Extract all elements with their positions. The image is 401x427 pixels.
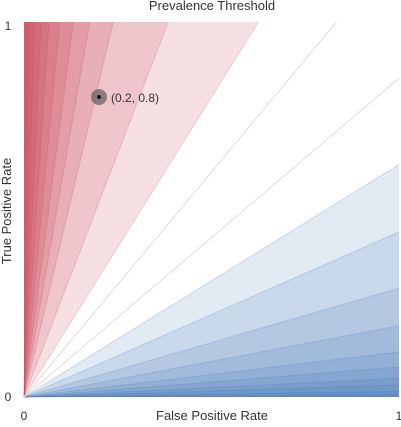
band-boundary-11	[23, 231, 400, 398]
band-boundary-19	[23, 394, 400, 398]
band-boundary-8	[23, 21, 35, 398]
blue-band-1	[24, 232, 399, 397]
red-band-8	[24, 22, 35, 397]
blue-band-5	[24, 367, 399, 397]
red-band-1	[24, 22, 169, 397]
x-tick-1: 1	[396, 409, 401, 422]
y-tick-1: 1	[5, 19, 12, 33]
band-boundary-5	[23, 21, 61, 398]
band-boundary-15	[23, 366, 400, 398]
band-boundary-12	[23, 287, 400, 398]
red-band-9	[24, 22, 29, 397]
band-boundary-1	[23, 21, 169, 398]
blue-band-9	[24, 394, 399, 397]
x-axis-label: False Positive Rate	[156, 408, 268, 422]
red-band-2	[24, 22, 114, 397]
red-band-0	[24, 22, 259, 397]
red-band-3	[24, 22, 90, 397]
band-boundary-16	[23, 377, 400, 398]
red-band-6	[24, 22, 49, 397]
point-label: (0.2, 0.8)	[111, 91, 159, 105]
band-boundary-17	[23, 384, 400, 398]
band-boundary-3	[23, 21, 91, 398]
blue-band-2	[24, 288, 399, 397]
band-layer	[24, 22, 399, 397]
neutral-line-0	[23, 77, 400, 398]
y-axis-label: True Positive Rate	[0, 158, 14, 264]
line-layer	[23, 21, 400, 398]
y-tick-0: 0	[5, 390, 12, 404]
blue-band-3	[24, 325, 399, 397]
red-band-7	[24, 22, 42, 397]
band-boundary-6	[23, 21, 50, 398]
blue-band-8	[24, 391, 399, 397]
x-tick-0: 0	[21, 409, 28, 422]
band-boundary-9	[23, 21, 30, 398]
blue-band-6	[24, 378, 399, 397]
band-boundary-14	[23, 351, 400, 398]
neutral-line-1	[23, 21, 337, 398]
chart-title: Prevalence Threshold	[149, 0, 275, 13]
blue-band-0	[24, 164, 399, 397]
band-boundary-0	[23, 21, 259, 398]
band-boundary-7	[23, 21, 42, 398]
band-boundary-13	[23, 325, 400, 398]
band-boundary-10	[23, 164, 400, 398]
band-boundary-2	[23, 21, 114, 398]
band-boundary-18	[23, 390, 400, 398]
blue-band-7	[24, 385, 399, 397]
point-marker	[97, 95, 101, 99]
blue-band-4	[24, 352, 399, 397]
red-band-4	[24, 22, 74, 397]
band-boundary-4	[23, 21, 74, 398]
red-band-5	[24, 22, 60, 397]
mark-layer: (0.2, 0.8)	[91, 89, 159, 105]
